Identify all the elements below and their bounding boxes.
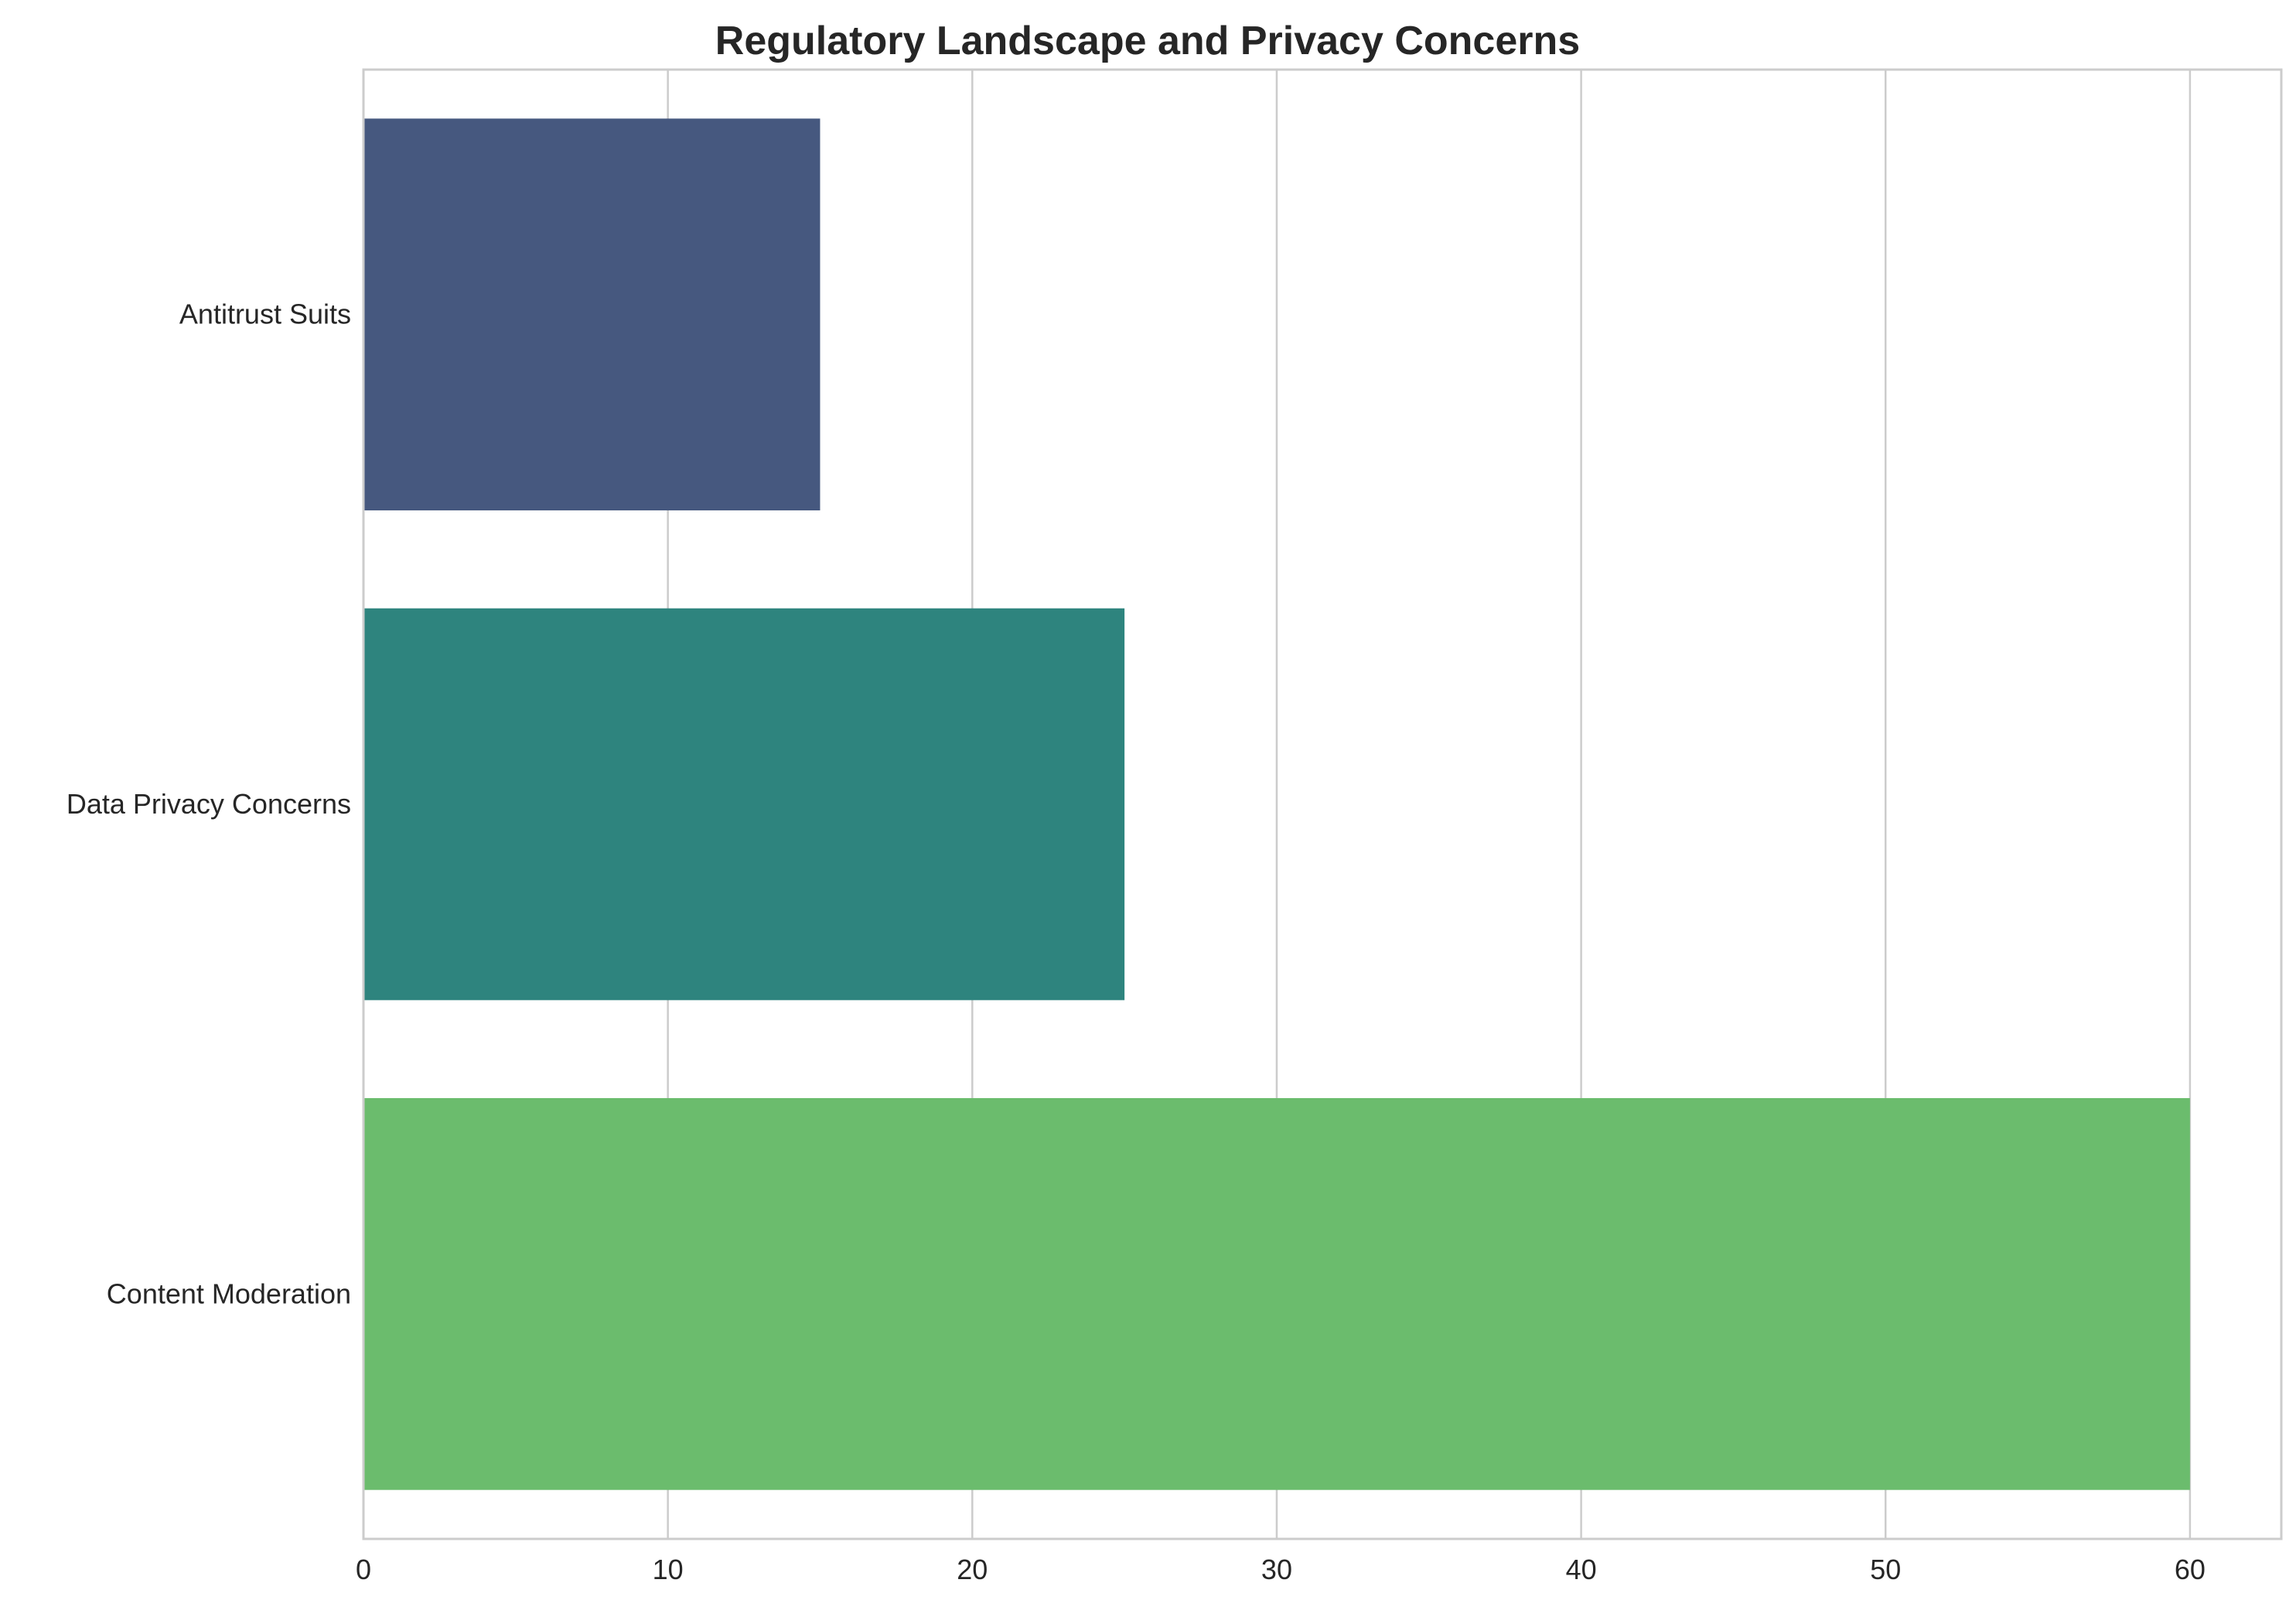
y-tick-label: Content Moderation — [107, 1278, 351, 1309]
x-tick-label: 60 — [2175, 1554, 2206, 1585]
x-axis-tick-labels: 0 10 20 30 40 50 60 — [356, 1554, 2206, 1585]
plot-area-frame — [362, 68, 2283, 1540]
bars — [363, 118, 2190, 1490]
y-tick-label: Data Privacy Concerns — [67, 788, 351, 820]
x-tick-label: 20 — [957, 1554, 988, 1585]
y-tick-label: Antitrust Suits — [179, 299, 351, 330]
y-axis-tick-labels: Antitrust Suits Data Privacy Concerns Cont… — [67, 299, 351, 1310]
x-tick-label: 50 — [1870, 1554, 1901, 1585]
bar-antitrust-suits — [363, 118, 820, 511]
x-tick-label: 10 — [653, 1554, 684, 1585]
x-tick-label: 40 — [1566, 1554, 1597, 1585]
chart-title: Regulatory Landscape and Privacy Concern… — [715, 19, 1580, 63]
x-tick-label: 0 — [356, 1554, 371, 1585]
x-tick-label: 30 — [1261, 1554, 1292, 1585]
bar-data-privacy-concerns — [363, 608, 1125, 1001]
bar-content-moderation — [363, 1098, 2190, 1490]
